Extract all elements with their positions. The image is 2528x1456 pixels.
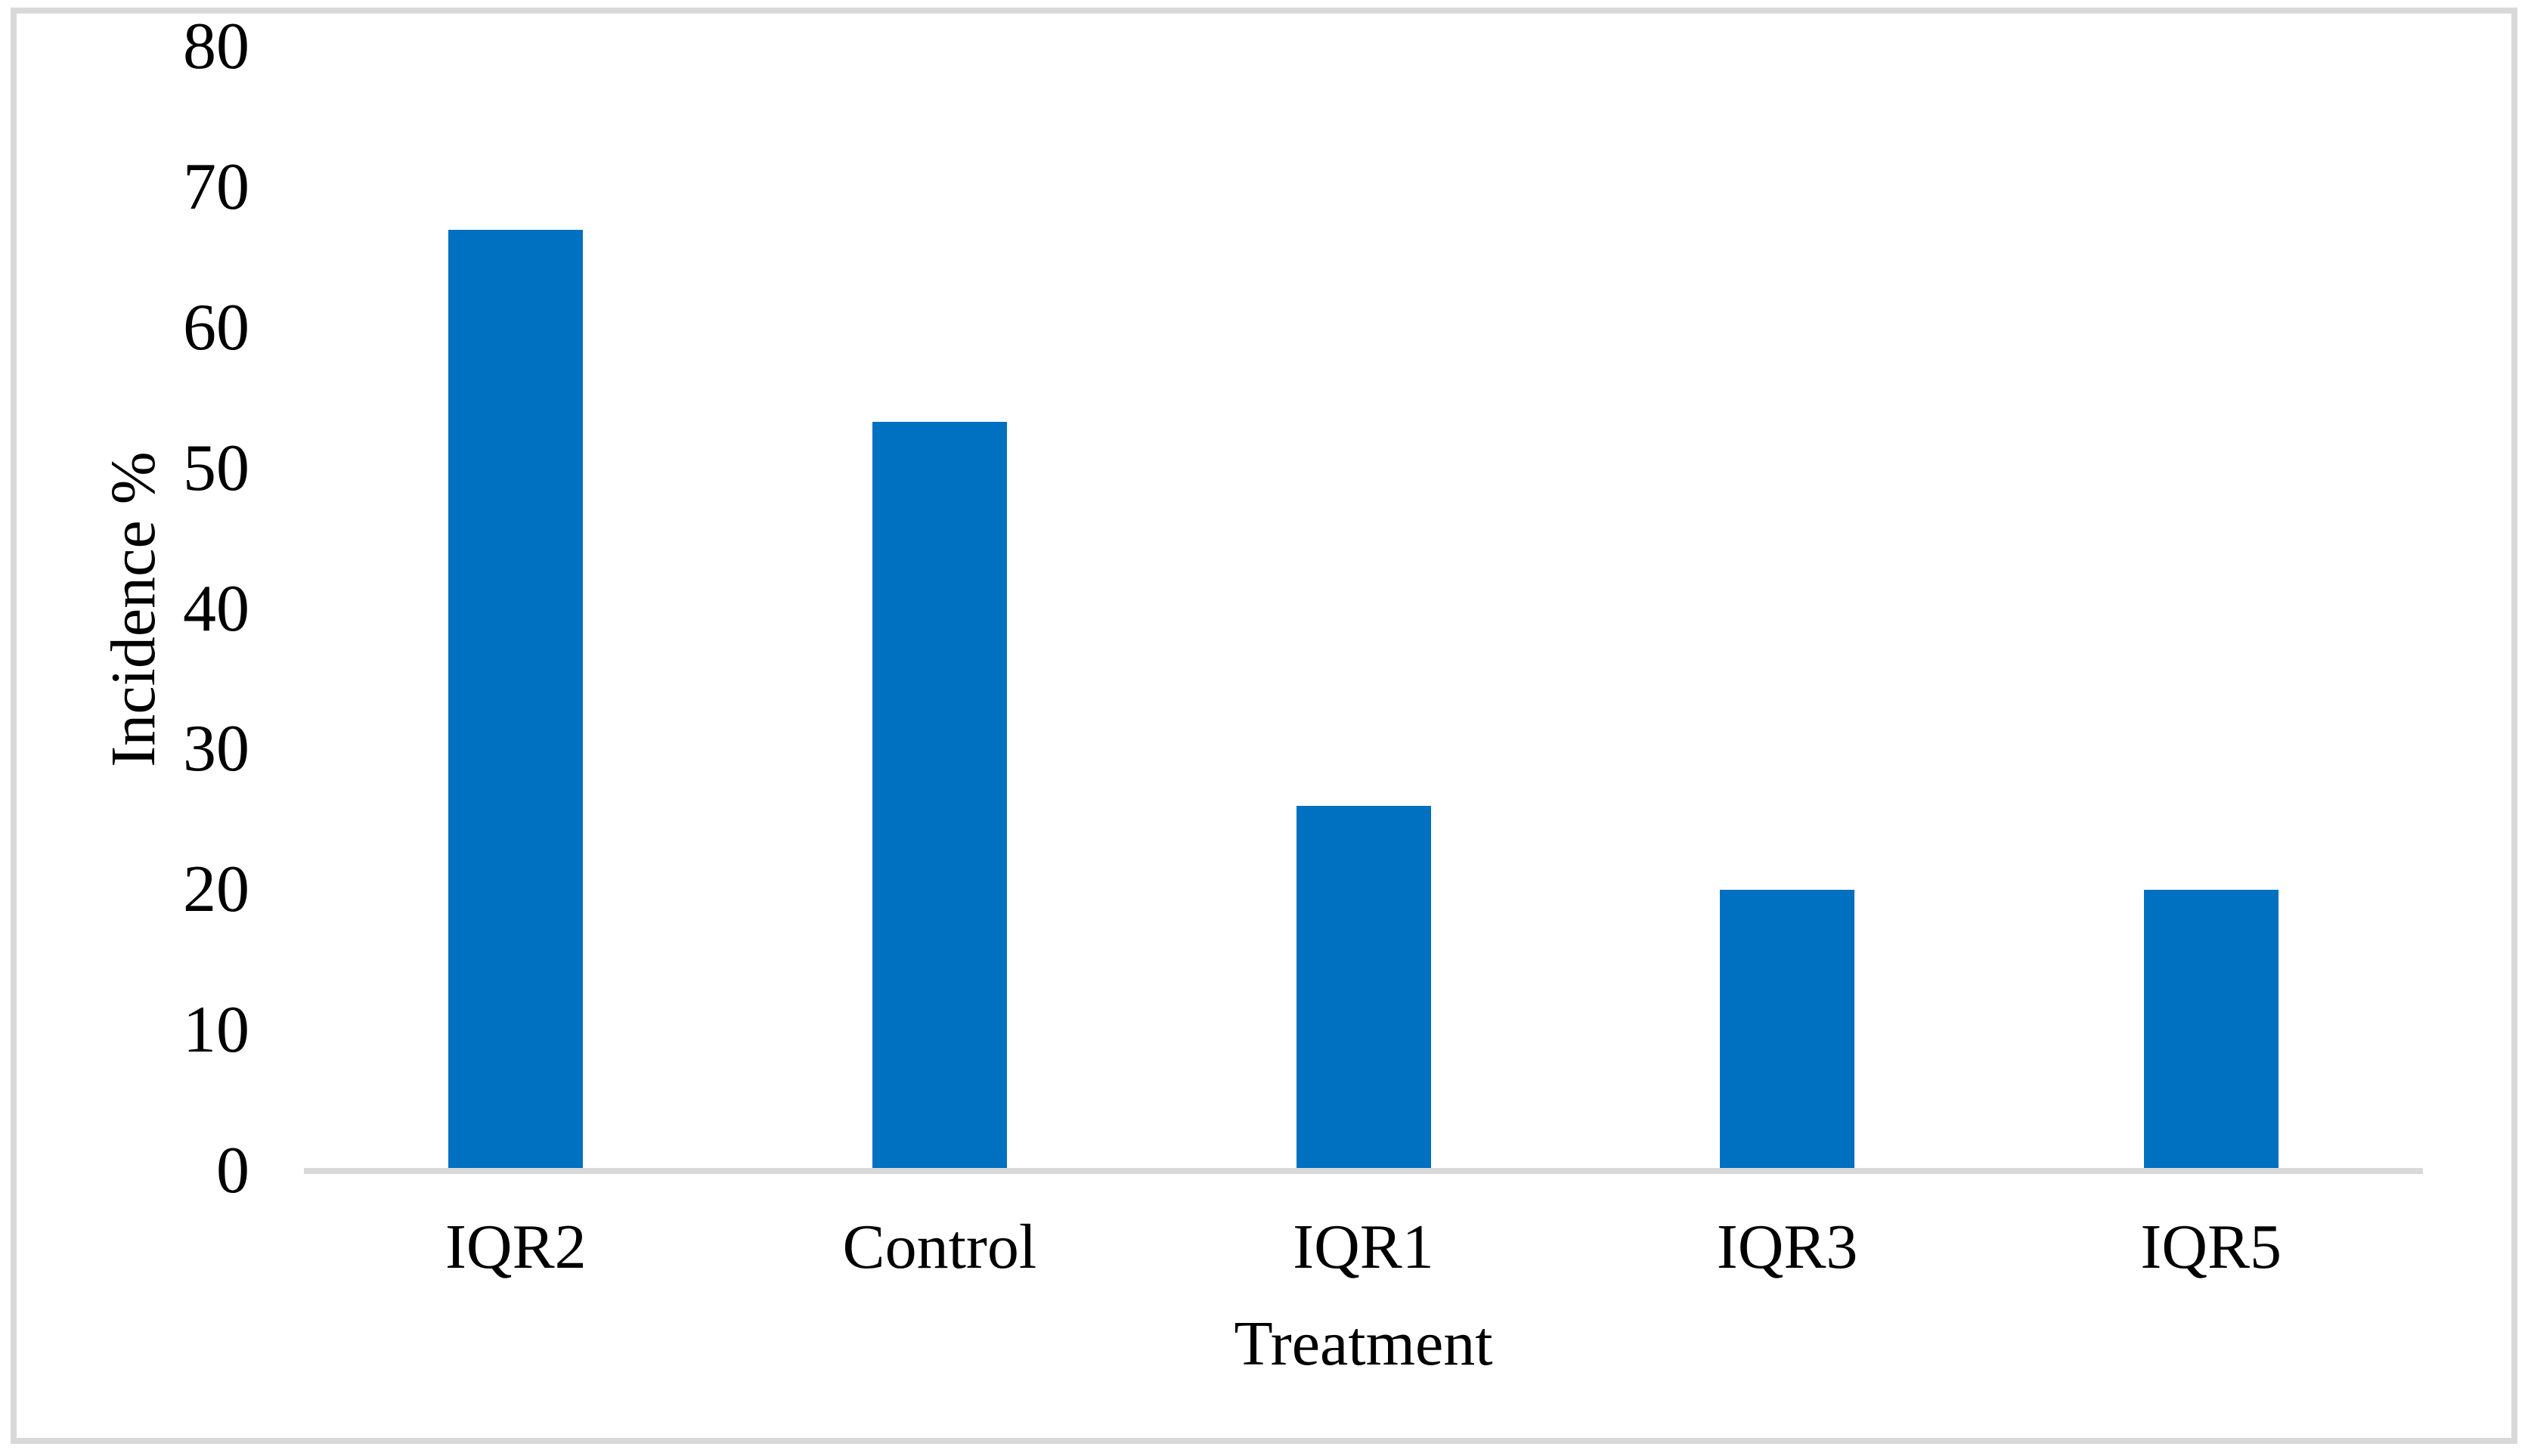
figure-border: [11, 8, 2517, 1444]
x-category-label-Control: Control: [842, 1212, 1037, 1282]
y-tick-label: 20: [183, 853, 249, 927]
x-category-label-IQR3: IQR3: [1716, 1212, 1858, 1282]
y-tick-label: 80: [183, 10, 249, 83]
y-tick-label: 10: [183, 993, 249, 1067]
bar-IQR2: [448, 229, 584, 1168]
x-axis-title: Treatment: [1234, 1309, 1493, 1379]
y-tick-label: 70: [183, 150, 249, 224]
y-tick-label: 30: [183, 712, 249, 786]
y-tick-label: 40: [183, 572, 249, 646]
bar-Control: [872, 422, 1007, 1168]
bar-IQR1: [1296, 805, 1431, 1168]
y-tick-label: 50: [183, 431, 249, 505]
x-category-label-IQR5: IQR5: [2140, 1212, 2282, 1282]
y-tick-label: 0: [216, 1134, 249, 1207]
x-category-label-IQR1: IQR1: [1293, 1212, 1434, 1282]
x-category-label-IQR2: IQR2: [445, 1212, 587, 1282]
x-axis-line: [304, 1168, 2423, 1174]
y-tick-label: 60: [183, 290, 249, 364]
bar-IQR5: [2143, 890, 2279, 1168]
bar-IQR3: [1720, 890, 1855, 1168]
